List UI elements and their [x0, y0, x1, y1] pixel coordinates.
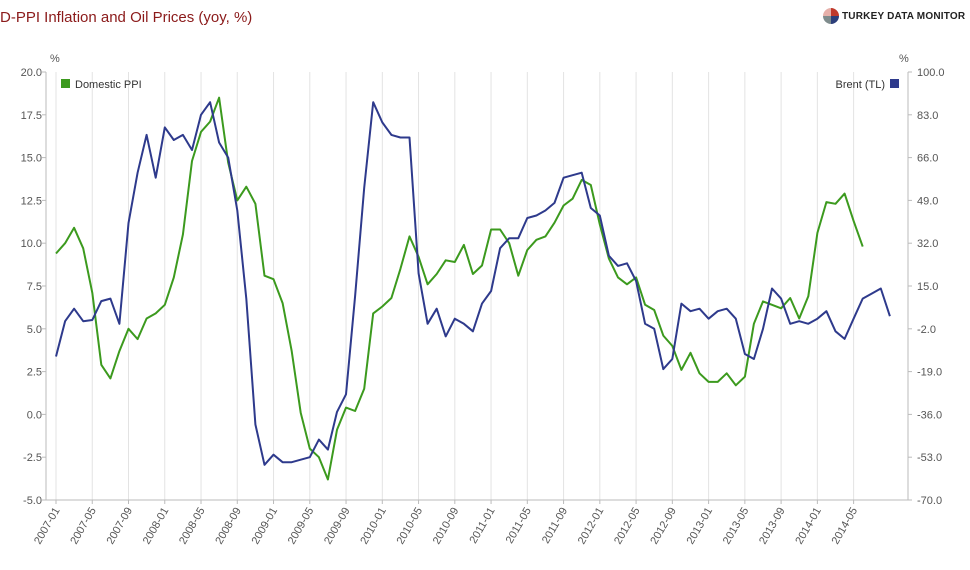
- x-tick-label: 2011-01: [467, 506, 497, 546]
- pie-logo-icon: [823, 8, 839, 24]
- x-tick-label: 2009-01: [250, 506, 281, 547]
- x-tick-label: 2008-01: [141, 506, 172, 547]
- x-tick-label: 2009-09: [322, 506, 353, 547]
- x-axis: 2007-01 2007-05 2007-09 2008-01 2008-05 2008-…: [32, 500, 860, 546]
- right-tick-label: 49.0: [917, 195, 938, 207]
- left-tick-label: -2.5: [23, 452, 42, 464]
- left-tick-label: 5.0: [27, 324, 42, 336]
- left-tick-label: -5.0: [23, 495, 42, 507]
- right-tick-label: -2.0: [917, 324, 936, 336]
- right-y-axis: % 100.0 83.0 66.0 49.0 32.0 15.0 -2.0 -19.0 -36.0…: [899, 53, 945, 507]
- x-tick-label: 2007-09: [105, 506, 136, 547]
- left-tick-label: 12.5: [21, 195, 42, 207]
- right-tick-label: -36.0: [917, 409, 942, 421]
- x-tick-label: 2011-05: [504, 506, 534, 546]
- series-line-domestic-ppi: [55, 96, 864, 481]
- right-tick-label: -19.0: [917, 367, 942, 379]
- x-tick-label: 2013-01: [685, 506, 716, 547]
- legend-swatch-brent: [890, 79, 899, 88]
- left-axis-unit: %: [50, 53, 60, 65]
- x-tick-label: 2012-01: [576, 506, 607, 547]
- series-line-brent-tl-: [55, 101, 891, 466]
- left-tick-label: 15.0: [21, 153, 42, 165]
- right-tick-label: 66.0: [917, 153, 938, 165]
- x-tick-label: 2013-05: [721, 506, 752, 547]
- right-axis-unit: %: [899, 53, 909, 65]
- x-tick-label: 2011-09: [540, 506, 570, 546]
- left-tick-label: 20.0: [21, 67, 42, 79]
- right-tick-label: 100.0: [917, 67, 945, 79]
- chart-title: D-PPI Inflation and Oil Prices (yoy, %): [0, 9, 253, 26]
- x-tick-label: 2013-09: [757, 506, 788, 547]
- x-tick-label: 2012-05: [612, 506, 643, 547]
- x-tick-label: 2007-05: [68, 506, 99, 547]
- left-tick-label: 2.5: [27, 367, 42, 379]
- right-tick-label: -70.0: [917, 495, 942, 507]
- left-tick-label: 10.0: [21, 238, 42, 250]
- x-tick-label: 2010-05: [395, 506, 426, 547]
- legend-label-domestic-ppi: Domestic PPI: [75, 79, 142, 91]
- left-y-axis: % 20.0 17.5 15.0 12.5 10.0 7.5 5.0 2.5 0.0 -2.5 -5.…: [21, 53, 60, 507]
- legend-swatch-domestic-ppi: [61, 79, 70, 88]
- x-tick-label: 2014-05: [830, 506, 861, 547]
- x-tick-label: 2007-01: [32, 506, 63, 547]
- right-tick-label: 83.0: [917, 110, 938, 122]
- x-tick-label: 2012-09: [648, 506, 679, 547]
- grid-lines: [55, 72, 855, 500]
- legend-label-brent: Brent (TL): [835, 79, 885, 91]
- right-tick-label: -53.0: [917, 452, 942, 464]
- left-tick-label: 17.5: [21, 110, 42, 122]
- series-lines: [55, 96, 891, 481]
- x-tick-label: 2010-01: [358, 506, 389, 547]
- brand-logo: TURKEY DATA MONITOR: [823, 7, 965, 25]
- brand-name: TURKEY DATA MONITOR: [842, 10, 966, 22]
- legend: Domestic PPI Brent (TL): [61, 79, 899, 91]
- right-tick-label: 15.0: [917, 281, 938, 293]
- x-tick-label: 2009-05: [286, 506, 317, 547]
- x-tick-label: 2010-09: [431, 506, 462, 547]
- right-tick-label: 32.0: [917, 238, 938, 250]
- left-tick-label: 0.0: [27, 409, 42, 421]
- x-tick-label: 2014-01: [793, 506, 824, 547]
- x-tick-label: 2008-05: [177, 506, 208, 547]
- x-tick-label: 2008-09: [213, 506, 244, 547]
- plot-frame: [45, 72, 909, 501]
- left-tick-label: 7.5: [27, 281, 42, 293]
